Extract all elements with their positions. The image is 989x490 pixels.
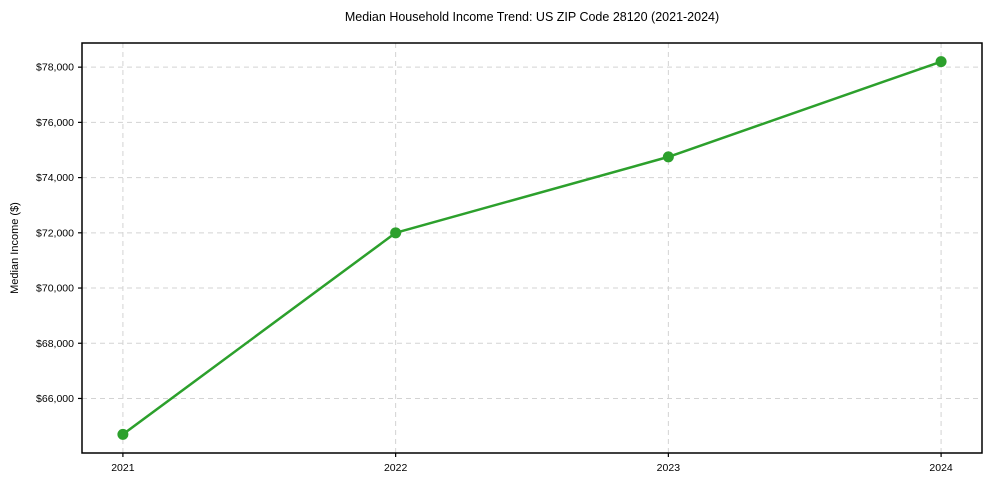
axes-border bbox=[81, 42, 983, 454]
y-tick-label: $68,000 bbox=[36, 338, 74, 350]
income-trend-line bbox=[121, 60, 943, 436]
x-tick-label: 2022 bbox=[384, 462, 408, 474]
y-tick-label: $66,000 bbox=[36, 393, 74, 405]
y-tick-label: $78,000 bbox=[36, 62, 74, 74]
data-point-2024 bbox=[935, 56, 947, 68]
y-tick-label: $72,000 bbox=[36, 227, 74, 239]
chart-title: Median Household Income Trend: US ZIP Co… bbox=[344, 10, 720, 24]
y-tick-label: $70,000 bbox=[36, 283, 74, 295]
y-tick-label: $76,000 bbox=[36, 117, 74, 129]
data-point-2023 bbox=[662, 151, 674, 163]
x-tick-label: 2024 bbox=[929, 462, 953, 474]
y-tick-label: $74,000 bbox=[36, 172, 74, 184]
data-point-2022 bbox=[390, 227, 402, 239]
x-tick-label: 2023 bbox=[657, 462, 681, 474]
x-tick-label: 2021 bbox=[111, 462, 135, 474]
data-point-2021 bbox=[117, 428, 129, 440]
